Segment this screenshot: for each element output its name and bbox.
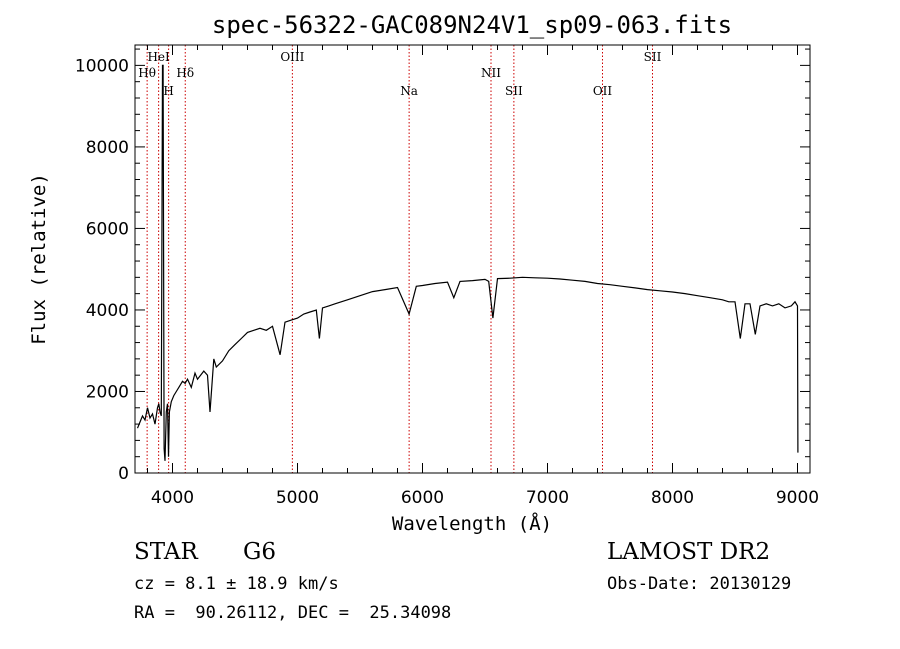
x-tick-label: 8000 <box>651 488 694 508</box>
marker-label-5: Na <box>400 84 418 98</box>
x-tick-label: 9000 <box>776 488 819 508</box>
x-tick-label: 7000 <box>526 488 569 508</box>
object-class: STAR <box>134 539 198 565</box>
marker-label-2: H <box>163 84 173 98</box>
marker-label-1: HeI <box>147 50 170 64</box>
marker-label-0: Hθ <box>138 66 156 80</box>
marker-label-6: NII <box>481 66 501 80</box>
marker-label-7: SII <box>505 84 523 98</box>
plot-frame <box>134 44 811 474</box>
emission-line-markers: Hθ HeI HHδ OIII Na NII SII OII SII <box>138 45 662 473</box>
y-tick-label: 0 <box>118 464 129 484</box>
marker-label-4: OIII <box>280 50 304 64</box>
observation-date: Obs-Date: 20130129 <box>607 574 792 594</box>
x-tick-label: 5000 <box>276 488 319 508</box>
y-tick-label: 4000 <box>86 301 129 321</box>
y-tick-label: 2000 <box>86 382 129 402</box>
redshift-cz: cz = 8.1 ± 18.9 km/s <box>134 574 339 594</box>
x-axis-ticks: 4000 5000 6000 7000 8000 9000 <box>147 45 819 508</box>
object-subclass: G6 <box>243 539 277 565</box>
spectrum-line <box>136 64 799 461</box>
x-axis-label: Wavelength (Å) <box>392 512 552 535</box>
y-tick-label: 8000 <box>86 138 129 158</box>
marker-label-3: Hδ <box>176 66 194 80</box>
y-tick-label: 10000 <box>75 56 129 76</box>
x-tick-label: 4000 <box>151 488 194 508</box>
y-axis-label: Flux (relative) <box>28 173 50 345</box>
marker-label-8: OII <box>593 84 613 98</box>
marker-label-9: SII <box>644 50 662 64</box>
chart-title: spec-56322-GAC089N24V1_sp09-063.fits <box>212 11 732 39</box>
coordinates: RA = 90.26112, DEC = 25.34098 <box>134 603 452 623</box>
survey-name: LAMOST DR2 <box>607 539 771 565</box>
y-axis-ticks: 0 2000 4000 6000 8000 10000 <box>75 48 810 484</box>
y-tick-label: 6000 <box>86 219 129 239</box>
x-tick-label: 6000 <box>401 488 444 508</box>
